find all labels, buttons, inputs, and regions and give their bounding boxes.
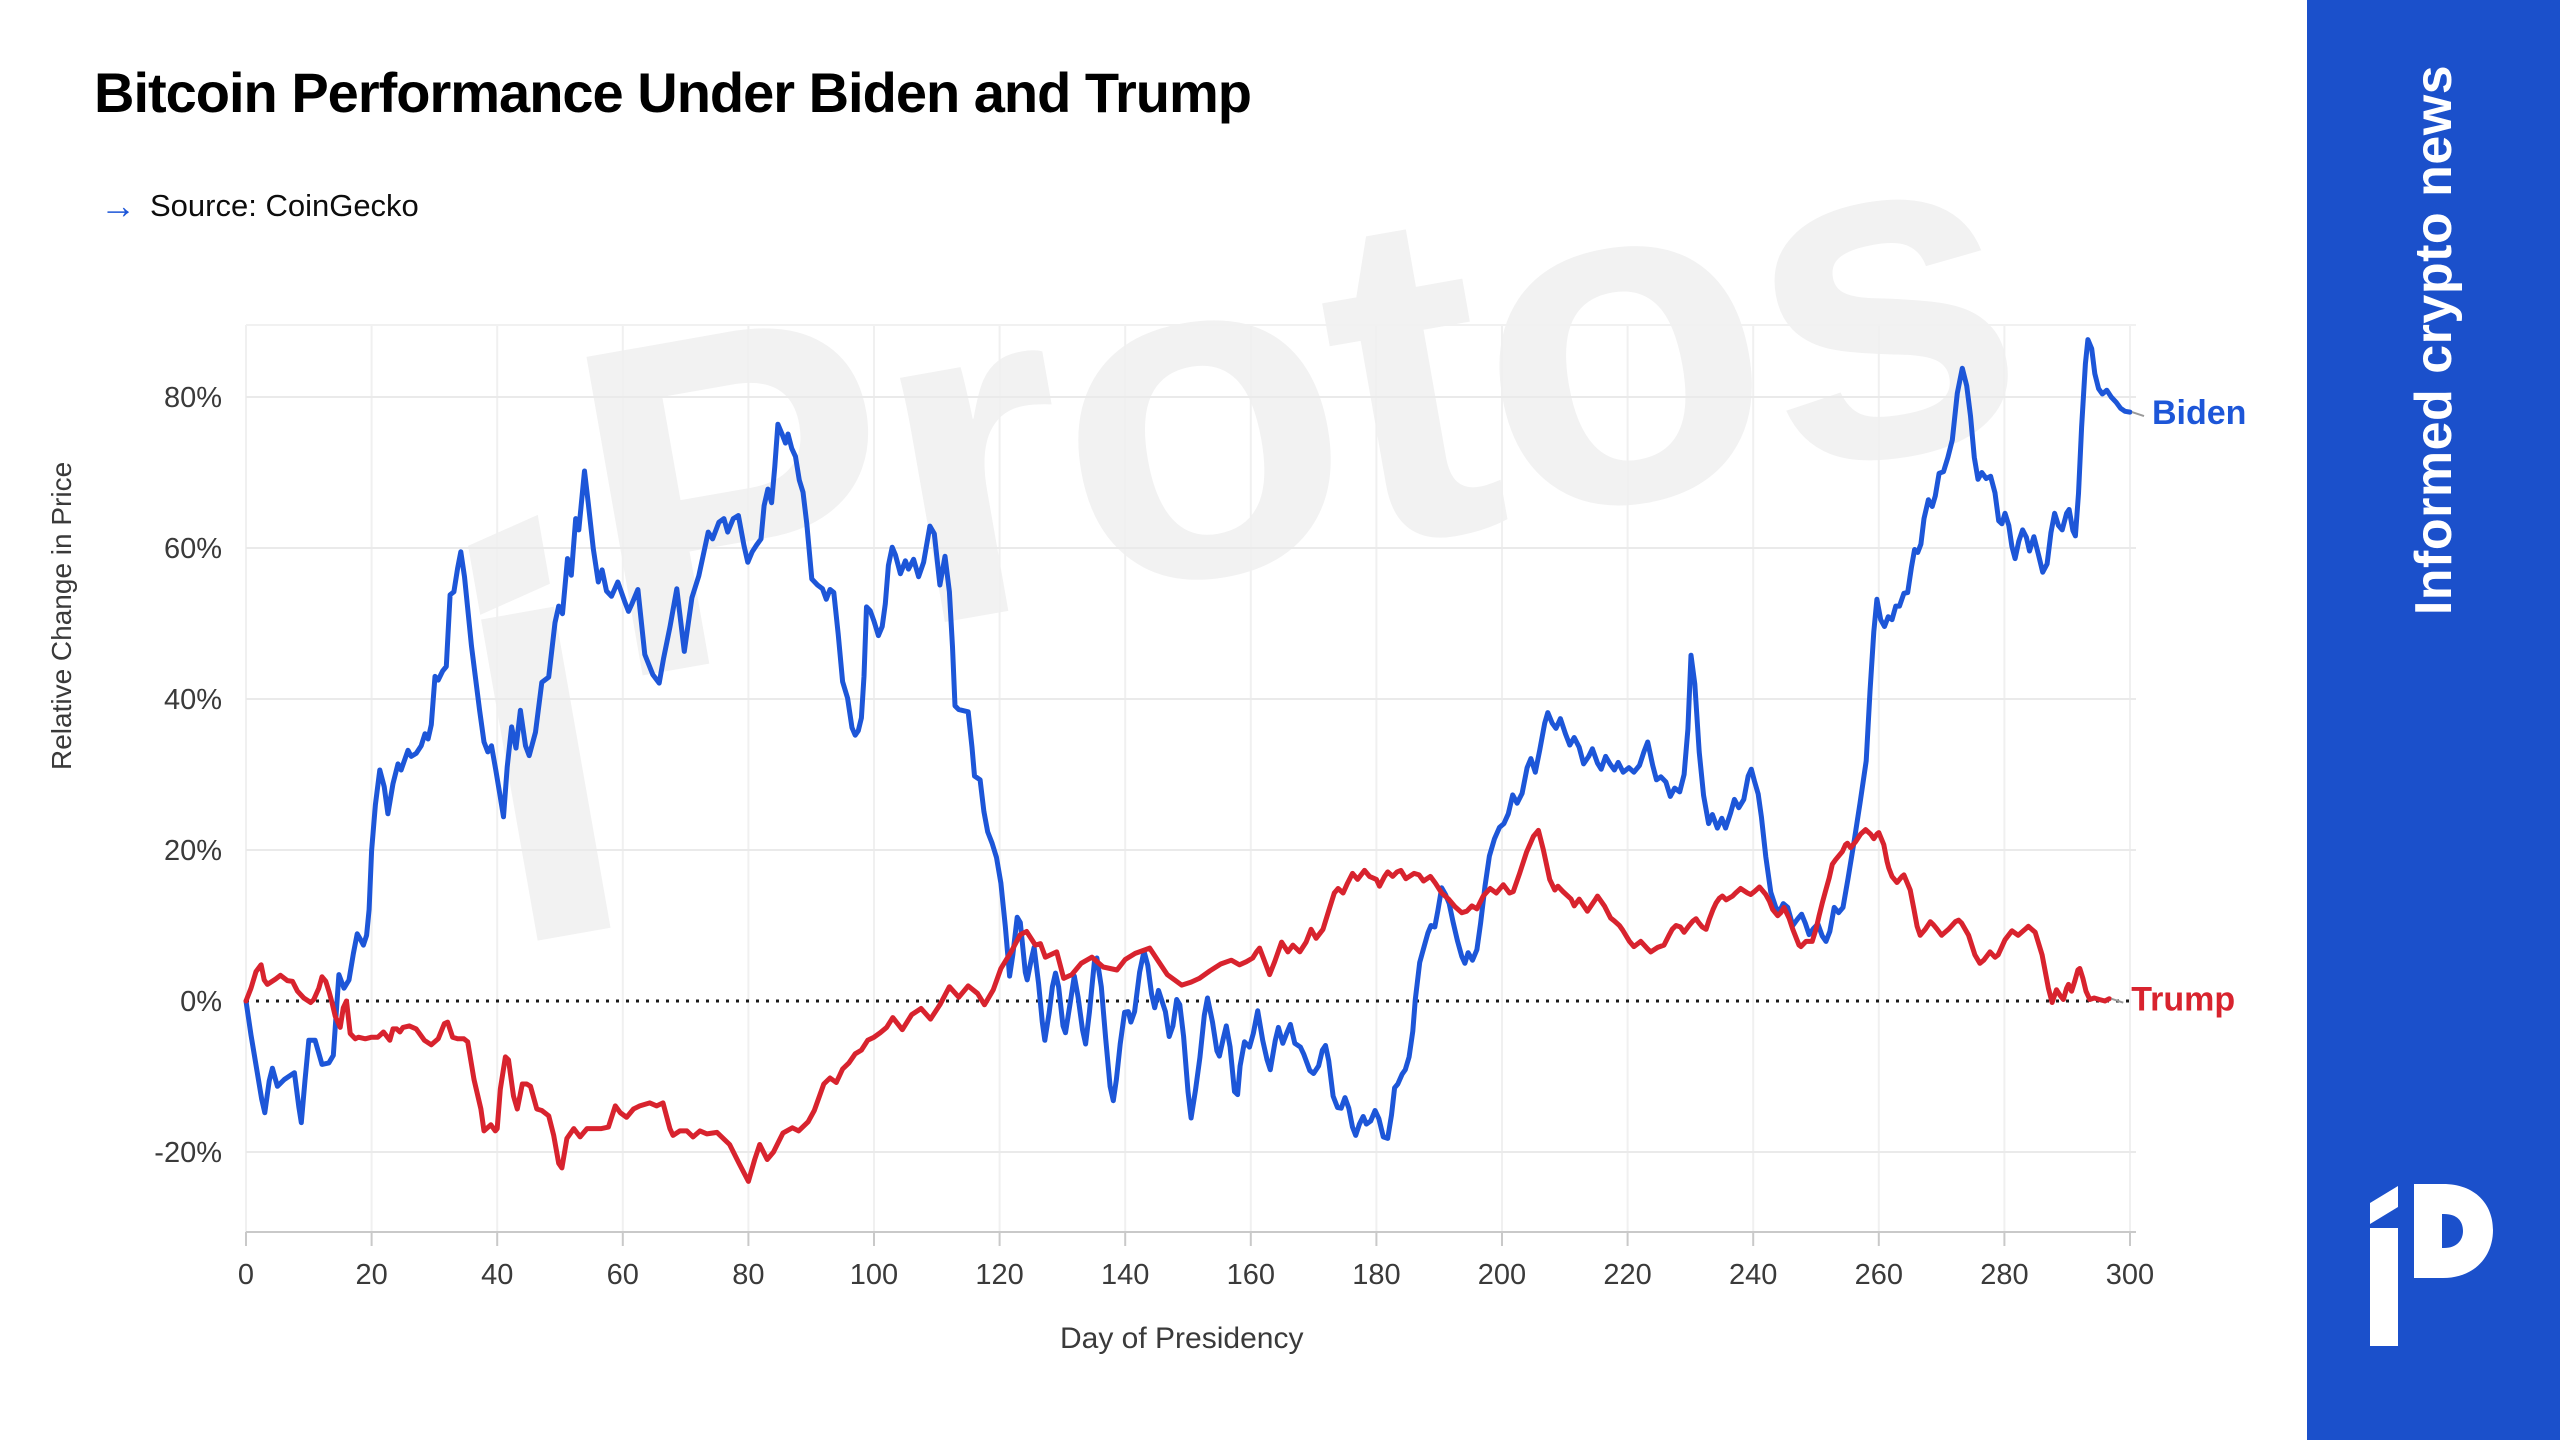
sidebar-tagline: Informed crypto news bbox=[2404, 64, 2463, 616]
protos-logo-icon bbox=[2369, 1184, 2493, 1346]
x-tick-label: 40 bbox=[481, 1259, 513, 1291]
x-tick-label: 180 bbox=[1352, 1259, 1400, 1291]
y-tick-label: 40% bbox=[164, 684, 222, 716]
x-tick-label: 300 bbox=[2106, 1259, 2154, 1291]
label-connector bbox=[2110, 997, 2124, 1004]
x-tick-label: 160 bbox=[1227, 1259, 1275, 1291]
y-tick-label: -20% bbox=[154, 1137, 222, 1169]
x-tick-label: 220 bbox=[1603, 1259, 1651, 1291]
arrow-right-icon: → bbox=[100, 185, 136, 226]
x-tick-label: 100 bbox=[850, 1259, 898, 1291]
x-tick-label: 260 bbox=[1855, 1259, 1903, 1291]
x-axis-title: Day of Presidency bbox=[1060, 1322, 1304, 1355]
x-tick-label: 240 bbox=[1729, 1259, 1777, 1291]
x-tick-label: 140 bbox=[1101, 1259, 1149, 1291]
biden-series-label: Biden bbox=[2152, 394, 2246, 432]
brand-sidebar: Informed crypto news bbox=[2307, 0, 2560, 1440]
x-tick-label: 120 bbox=[975, 1259, 1023, 1291]
page-title: Bitcoin Performance Under Biden and Trum… bbox=[94, 61, 1252, 124]
source-row: → Source: CoinGecko bbox=[100, 188, 419, 224]
trump-series-label: Trump bbox=[2131, 981, 2235, 1019]
y-tick-label: 60% bbox=[164, 533, 222, 565]
y-tick-label: 80% bbox=[164, 382, 222, 414]
y-tick-label: 20% bbox=[164, 835, 222, 867]
source-label: Source: CoinGecko bbox=[150, 188, 419, 223]
trump-line bbox=[243, 827, 2112, 1184]
biden-line bbox=[243, 337, 2133, 1141]
y-axis-title: Relative Change in Price bbox=[46, 461, 77, 770]
x-tick-label: 60 bbox=[607, 1259, 639, 1291]
x-tick-label: 200 bbox=[1478, 1259, 1526, 1291]
x-tick-label: 20 bbox=[355, 1259, 387, 1291]
x-tick-label: 80 bbox=[732, 1259, 764, 1291]
x-tick-label: 0 bbox=[238, 1259, 254, 1291]
x-tick-label: 280 bbox=[1980, 1259, 2028, 1291]
y-tick-label: 0% bbox=[180, 986, 222, 1018]
label-connector bbox=[2131, 411, 2145, 418]
